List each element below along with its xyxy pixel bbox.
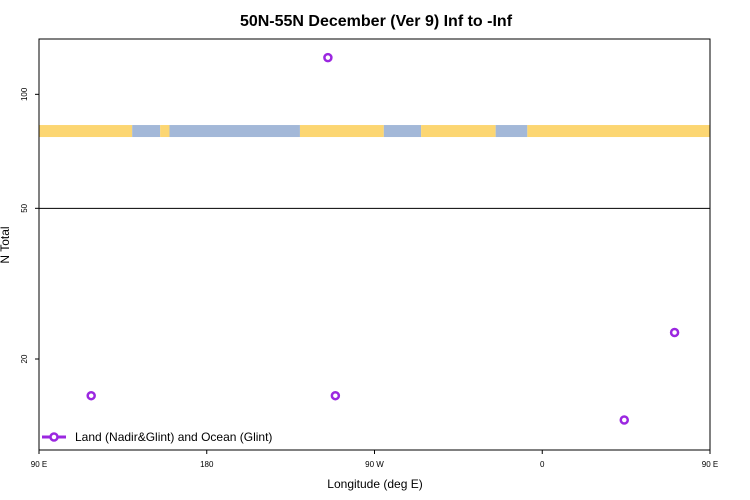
strip-segment-land — [39, 125, 133, 138]
y-tick-label: 50 — [20, 203, 29, 212]
scatter-points — [86, 52, 680, 425]
data-point — [669, 327, 680, 338]
strip-segment-ocean — [495, 125, 528, 138]
strip-segment-land — [421, 125, 496, 138]
x-axis-ticks: 90 E 180 90 W 0 90 E — [31, 450, 718, 469]
data-point — [323, 52, 333, 63]
y-axis-ticks: 20 50 100 — [20, 87, 39, 363]
x-tick-label: 90 E — [31, 460, 47, 469]
x-tick-label: 180 — [200, 460, 214, 469]
strip-segment-land — [527, 125, 710, 138]
strip-segment-ocean — [132, 125, 161, 138]
x-tick-label: 90 E — [702, 460, 718, 469]
x-tick-label: 90 W — [365, 460, 384, 469]
strip-segment-ocean — [169, 125, 300, 138]
plot-frame — [38, 38, 711, 451]
data-point — [86, 390, 96, 401]
data-point — [330, 390, 341, 401]
x-axis-label: Longitude (deg E) — [327, 477, 422, 491]
data-point — [619, 415, 630, 425]
strip-segment-land — [299, 125, 384, 138]
chart-title: 50N-55N December (Ver 9) Inf to -Inf — [240, 13, 513, 30]
legend-point-marker — [49, 432, 59, 442]
legend-entry-label: Land (Nadir&Glint) and Ocean (Glint) — [75, 430, 272, 444]
y-axis-label: N Total — [0, 226, 12, 263]
strip-segment-land — [160, 125, 170, 138]
y-tick-label: 20 — [20, 354, 29, 363]
land-ocean-strip — [39, 125, 710, 138]
legend: Land (Nadir&Glint) and Ocean (Glint) — [42, 430, 272, 444]
strip-segment-ocean — [383, 125, 422, 138]
y-tick-label: 100 — [20, 87, 29, 101]
x-tick-label: 0 — [540, 460, 545, 469]
